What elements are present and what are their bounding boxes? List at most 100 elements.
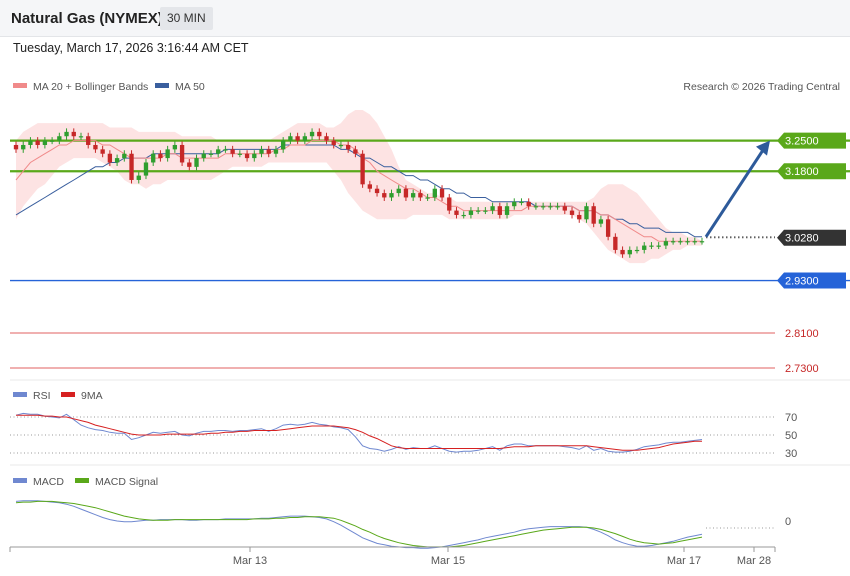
candle-body (49, 140, 55, 142)
candle-body (230, 149, 235, 154)
candle-body (512, 201, 517, 207)
candle-body (678, 241, 683, 243)
x-tick-label-Mar-28: Mar 28 (737, 555, 771, 567)
macd-tick-0: 0 (785, 516, 791, 528)
main-legend: MA 20 + Bollinger Bands MA 50 Research ©… (13, 81, 840, 93)
candle-body (634, 249, 640, 252)
candle-body (21, 144, 26, 150)
candle-body (613, 236, 618, 250)
candle-body (129, 153, 134, 180)
candle-body (620, 249, 625, 255)
candle-body (497, 206, 502, 215)
candle-body (425, 197, 430, 199)
rsi-ma-line (16, 414, 702, 451)
price-level-label-2.8100: 2.8100 (785, 328, 819, 340)
x-tick-label-Mar-17: Mar 17 (667, 555, 701, 567)
candle-body (273, 149, 279, 154)
candle-body (577, 214, 582, 220)
candle-body (353, 149, 358, 154)
candle-body (13, 144, 19, 150)
candle-body (663, 241, 669, 246)
candle-body (367, 184, 372, 189)
candle-body (64, 131, 69, 137)
rsi-panel: 70 50 30 (10, 412, 797, 460)
candle-body (237, 153, 243, 155)
candle-body (447, 197, 452, 211)
price-tag-label-3.1800: 3.1800 (785, 166, 819, 178)
candle-body (42, 140, 48, 145)
candle-body (360, 153, 365, 185)
macd-line (15, 500, 703, 549)
candle-body (309, 131, 315, 137)
candle-body (605, 219, 611, 237)
legend-swatch-macd-signal (75, 478, 89, 483)
legend-macd-signal-label: MACD Signal (95, 476, 158, 488)
candle-body (252, 153, 257, 159)
bollinger-band-area (16, 110, 702, 264)
candle-body (302, 136, 308, 141)
candle-body (389, 193, 394, 198)
candle-body (208, 153, 214, 155)
macd-panel: 0 (15, 500, 791, 549)
candle-body (158, 153, 163, 159)
price-tag-label-2.9300: 2.9300 (785, 276, 819, 288)
x-axis: Mar 13 Mar 15 Mar 17 Mar 28 (9, 547, 776, 567)
projection-arrow-shaft (704, 147, 766, 238)
candle-body (555, 206, 560, 208)
candle-body (331, 140, 336, 145)
candle-body (71, 131, 76, 137)
candle-body (468, 210, 474, 215)
candle-body (194, 158, 199, 167)
candle-body (584, 206, 589, 220)
candle-body (548, 206, 553, 208)
candle-body (201, 153, 206, 159)
price-tag-3.2500 (777, 132, 846, 149)
candle-body (396, 188, 401, 194)
legend-swatch-ma50 (155, 83, 169, 88)
legend-rsi-label: RSI (33, 390, 51, 402)
rsi-tick-70: 70 (785, 412, 797, 424)
timeframe-badge[interactable]: 30 MIN (160, 7, 213, 30)
candle-body (504, 206, 510, 215)
price-tag-3.1800 (777, 163, 846, 180)
candle-body (656, 245, 661, 247)
candle-body (627, 249, 632, 255)
candle-body (519, 201, 524, 204)
candle-body (143, 162, 149, 176)
candle-body (281, 140, 286, 150)
rsi-tick-30: 30 (785, 448, 797, 460)
projection-arrow-head (756, 140, 770, 156)
candle-body (346, 144, 351, 150)
candle-body (562, 206, 567, 211)
chart-header: Natural Gas (NYMEX) 30 MIN (0, 0, 850, 37)
legend-ma20-label: MA 20 + Bollinger Bands (33, 81, 148, 93)
candle-body (439, 188, 445, 198)
candle-body (699, 241, 705, 243)
candle-body (165, 149, 170, 159)
x-tick-label-Mar-13: Mar 13 (233, 555, 267, 567)
candle-body (569, 210, 575, 215)
legend-swatch-ma20 (13, 83, 27, 88)
candle-body (136, 175, 141, 180)
candle-body (216, 149, 221, 154)
legend-rsi-ma-label: 9MA (81, 390, 103, 402)
candle-body (100, 149, 105, 154)
candle-body (317, 131, 322, 137)
price-tag-3.0280 (777, 229, 846, 246)
candle-body (382, 193, 387, 198)
candle-body (540, 206, 546, 208)
candle-body (78, 136, 84, 138)
candle-body (35, 140, 40, 145)
candle-body (642, 245, 647, 250)
candle-body (526, 201, 531, 207)
candle-body (324, 136, 329, 141)
price-tag-2.9300 (777, 272, 846, 289)
candle-body (93, 144, 98, 150)
candle-body (122, 153, 127, 159)
projection-arrow (704, 140, 770, 238)
candle-body (490, 206, 495, 211)
rsi-line (15, 412, 703, 453)
legend-swatch-rsi-ma (61, 392, 75, 397)
candle-body (598, 219, 604, 224)
